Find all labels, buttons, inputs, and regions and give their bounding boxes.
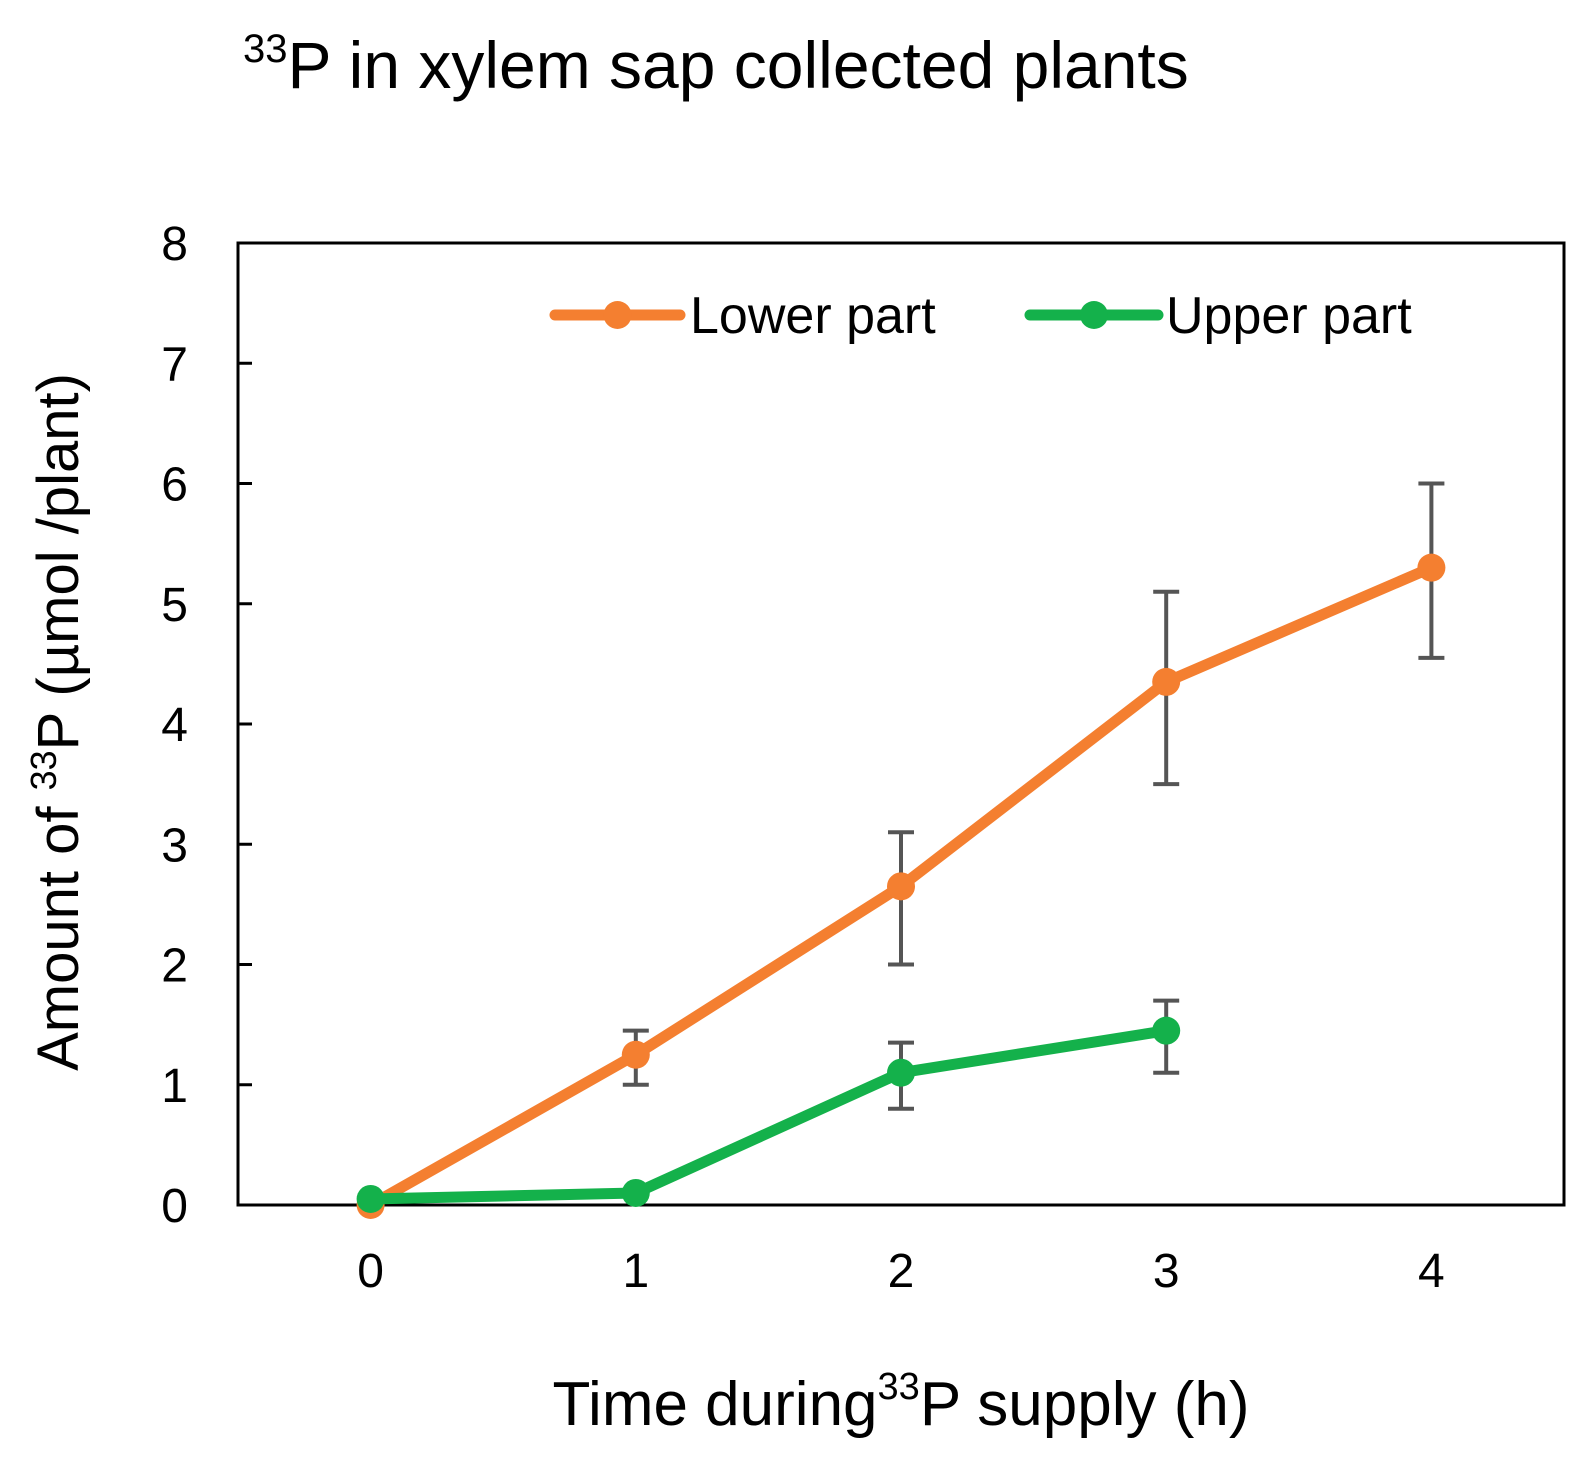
data-point [887, 872, 915, 901]
y-tick-label: 7 [161, 338, 188, 391]
y-tick-label: 2 [161, 940, 188, 993]
x-axis-label-sup: 33 [878, 1366, 920, 1408]
legend-label: Upper part [1166, 287, 1412, 345]
y-tick-label: 1 [161, 1060, 188, 1113]
y-tick-label: 5 [161, 579, 188, 632]
y-tick-label: 4 [161, 699, 188, 752]
x-axis-label: Time during33P supply (h) [552, 1366, 1249, 1439]
chart-title-main: P in xylem sap collected plants [288, 28, 1189, 102]
y-tick-label: 8 [161, 218, 188, 271]
y-tick-label: 6 [161, 459, 188, 512]
y-axis-label: Amount of 33P (µmol /plant) [23, 373, 91, 1071]
chart-title: 33P in xylem sap collected plants [243, 27, 1189, 102]
y-tick-label: 3 [161, 819, 188, 872]
data-point [1152, 667, 1181, 696]
x-axis-label-pre: Time during [552, 1370, 877, 1439]
data-point [621, 1040, 650, 1069]
x-tick-label: 3 [1153, 1245, 1180, 1298]
x-tick-label: 2 [888, 1245, 915, 1298]
x-tick-label: 1 [622, 1245, 649, 1298]
error-bars [622, 481, 1445, 1111]
x-axis-label-post: P supply (h) [920, 1370, 1250, 1439]
y-axis-label-sup: 33 [23, 750, 64, 790]
data-point [887, 1058, 915, 1087]
series-lines [356, 553, 1446, 1219]
data-point [621, 1178, 650, 1207]
chart-title-sup: 33 [243, 27, 288, 71]
legend-swatch-marker [1080, 301, 1108, 329]
y-axis-label-post: P (µmol /plant) [26, 373, 91, 750]
y-tick-label: 0 [161, 1180, 188, 1233]
legend: Lower part Upper part [549, 287, 1412, 345]
legend-label: Lower part [690, 287, 936, 345]
y-axis-label-pre: Amount of [26, 790, 91, 1070]
series-line-upper-part [365, 1025, 1172, 1205]
x-tick-label: 4 [1418, 1245, 1445, 1298]
data-point [1417, 553, 1446, 582]
x-tick-label: 0 [357, 1245, 384, 1298]
data-point [1152, 1016, 1181, 1045]
axis-ticks: 0 1 2 3 4 5 6 7 8 0 1 2 3 4 [161, 218, 1444, 1298]
data-point [356, 1184, 385, 1213]
legend-swatch-marker [603, 301, 632, 329]
